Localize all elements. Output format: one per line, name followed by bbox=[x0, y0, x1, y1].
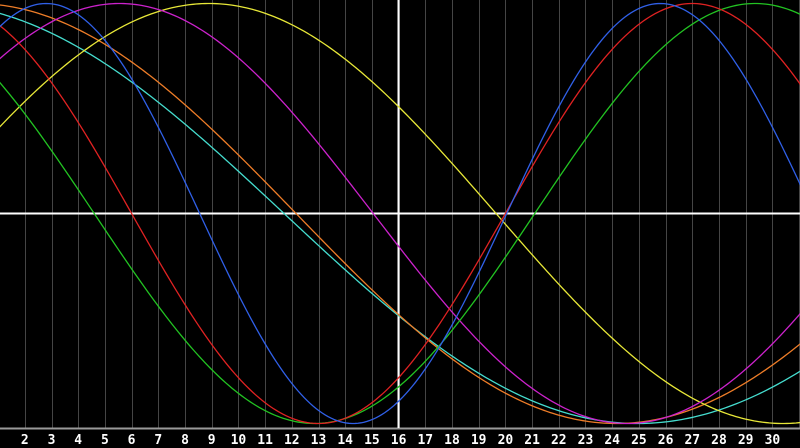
x-tick-label: 19 bbox=[471, 433, 487, 448]
x-tick-label: 14 bbox=[337, 433, 353, 448]
x-tick-label: 30 bbox=[765, 433, 781, 448]
x-tick-label: 8 bbox=[181, 433, 189, 448]
curve-cycle-43-day bbox=[0, 2, 800, 425]
x-tick-label: 26 bbox=[658, 433, 674, 448]
x-tick-label: 20 bbox=[498, 433, 514, 448]
x-tick-label: 9 bbox=[208, 433, 216, 448]
x-tick-label: 5 bbox=[101, 433, 109, 448]
x-tick-label: 23 bbox=[578, 433, 594, 448]
x-tick-label: 22 bbox=[551, 433, 567, 448]
curve-cycle-53-day bbox=[0, 12, 800, 425]
curve-cycle-28-day bbox=[0, 2, 800, 425]
x-tick-label: 28 bbox=[711, 433, 727, 448]
curve-cycle-23-day bbox=[0, 2, 800, 425]
x-tick-label: 10 bbox=[231, 433, 247, 448]
x-tick-label: 7 bbox=[154, 433, 162, 448]
x-tick-label: 6 bbox=[128, 433, 136, 448]
x-tick-label: 12 bbox=[284, 433, 300, 448]
x-tick-label: 16 bbox=[391, 433, 407, 448]
x-tick-label: 15 bbox=[364, 433, 380, 448]
x-tick-label: 21 bbox=[524, 433, 540, 448]
x-tick-label: 29 bbox=[738, 433, 754, 448]
x-tick-label: 17 bbox=[417, 433, 433, 448]
x-tick-label: 18 bbox=[444, 433, 460, 448]
x-tick-label: 25 bbox=[631, 433, 647, 448]
x-tick-label: 13 bbox=[311, 433, 327, 448]
curve-cycle-33-day bbox=[0, 2, 800, 425]
x-tick-label: 27 bbox=[684, 433, 700, 448]
x-tick-label: 24 bbox=[604, 433, 620, 448]
x-tick-label: 4 bbox=[74, 433, 82, 448]
x-tick-label: 3 bbox=[48, 433, 56, 448]
x-tick-label: 2 bbox=[21, 433, 29, 448]
curve-cycle-38-day bbox=[0, 2, 800, 425]
x-tick-label: 11 bbox=[257, 433, 273, 448]
